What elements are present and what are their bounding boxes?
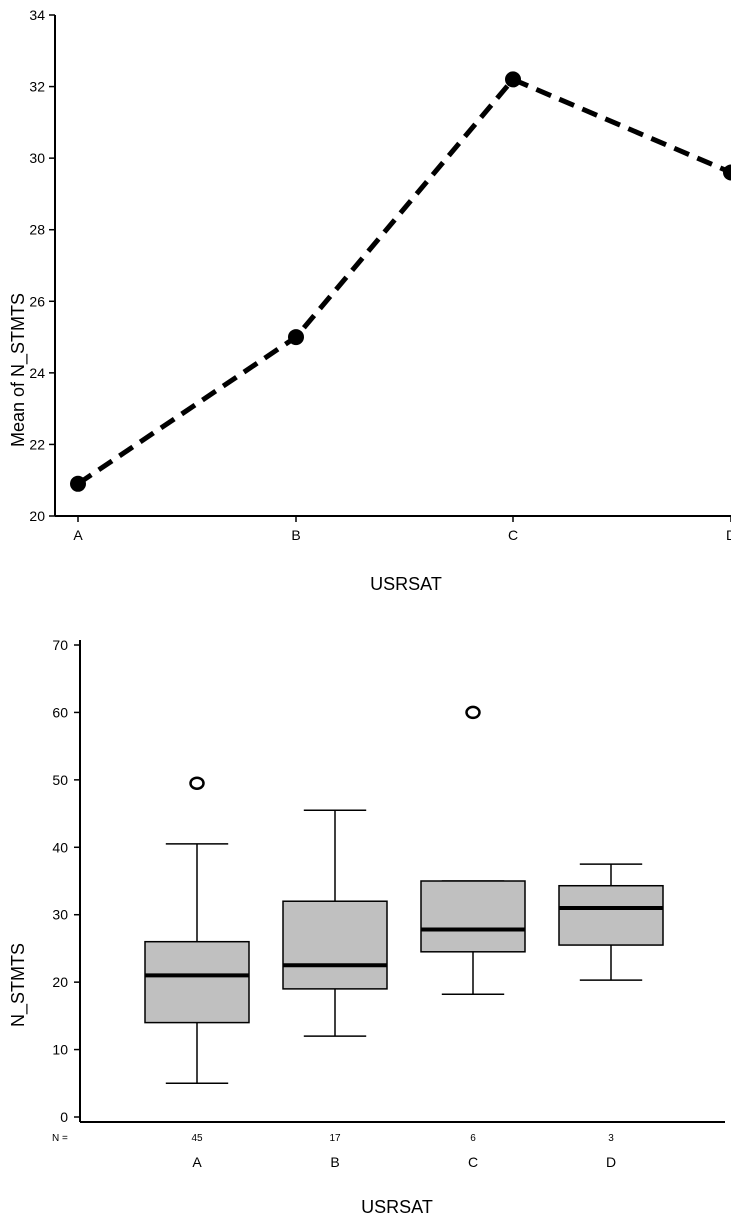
box-group-B [282,809,388,1037]
box-x-tick-label: A [192,1154,202,1170]
box-outlier [189,776,205,790]
box-groups [144,705,664,1085]
box-x-tick-label: B [330,1154,339,1170]
box-iqr [558,884,664,946]
line-x-tick-label: C [508,527,518,543]
box-y-tick-label: 50 [52,772,68,788]
line-y-tick-label: 32 [29,79,45,95]
line-y-tick-label: 30 [29,150,45,166]
box-y-tick-label: 30 [52,907,68,923]
box-group-D [558,863,664,981]
box-group-A [144,776,250,1085]
line-y-tick-label: 22 [29,436,45,452]
box-y-tick-label: 60 [52,704,68,720]
line-x-tick-label: D [726,527,731,543]
box-iqr [282,900,388,990]
line-y-tick-label: 24 [29,365,45,381]
line-point [505,71,521,88]
box-chart: 0 10 20 30 40 50 60 70 N = 45 17 6 3 A B C D USRSAT N… [8,637,725,1217]
box-chart-x-ticks: A B C D [192,1154,616,1170]
box-iqr [144,940,250,1024]
line-y-tick-label: 26 [29,293,45,309]
line-point [288,329,304,346]
box-n-values: 45 17 6 3 [191,1133,614,1144]
box-iqr [420,880,526,953]
box-n-value: 3 [608,1133,614,1144]
line-chart-x-axis-label: USRSAT [370,574,442,594]
box-y-tick-label: 0 [60,1109,68,1125]
box-chart-y-axis-label: N_STMTS [8,943,29,1027]
line-chart-y-axis-label: Mean of N_STMTS [8,293,29,447]
box-y-tick-label: 70 [52,637,68,653]
line-point [70,475,86,492]
box-outlier [465,705,481,720]
line-series [76,76,731,486]
box-n-value: 17 [329,1133,341,1144]
line-chart-y-ticks: 20 22 24 26 28 30 32 34 [29,7,55,524]
line-y-tick-label: 20 [29,508,45,524]
box-y-tick-label: 40 [52,839,68,855]
line-y-tick-label: 28 [29,222,45,238]
box-n-value: 6 [470,1133,476,1144]
line-chart-x-ticks: A B C D [73,516,731,543]
box-y-tick-label: 20 [52,974,68,990]
box-x-tick-label: C [468,1154,478,1170]
line-points [70,71,731,492]
line-x-tick-label: A [73,527,83,543]
box-chart-y-ticks: 0 10 20 30 40 50 60 70 [52,637,80,1125]
box-n-label: N = [52,1133,68,1144]
line-point [723,164,731,181]
line-y-tick-label: 34 [29,7,45,23]
box-y-tick-label: 10 [52,1042,68,1058]
box-group-C [420,705,526,996]
line-x-tick-label: B [291,527,300,543]
box-x-tick-label: D [606,1154,616,1170]
box-n-value: 45 [191,1133,203,1144]
line-chart: 20 22 24 26 28 30 32 34 A B C D USRSAT Mean of N_S… [8,7,731,594]
box-chart-x-axis-label: USRSAT [361,1197,433,1217]
